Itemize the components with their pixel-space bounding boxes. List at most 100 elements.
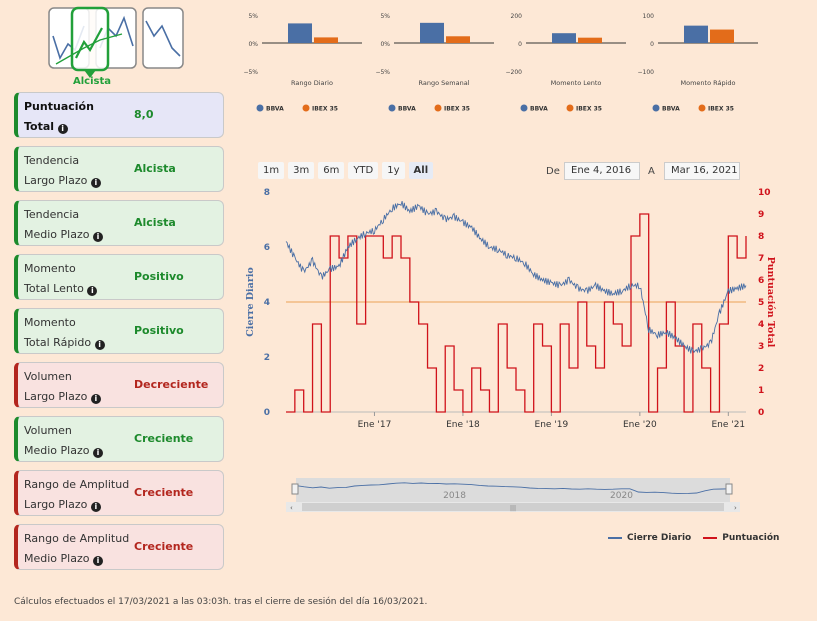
navigator[interactable] [296,478,730,502]
y-right-tick: 9 [758,210,764,220]
mini-y-tick: 0% [380,41,390,48]
mini-y-tick: 0 [650,41,654,48]
card-title: Tendencia Largo Plazo i [24,151,223,191]
y-left-label: Cierre Diario [245,267,256,337]
x-tick-label: Ene '17 [358,420,392,430]
scroll-right-arrow-icon[interactable]: › [734,504,737,512]
info-icon[interactable]: i [92,232,103,242]
info-icon[interactable]: i [92,448,103,458]
mini-legend-label[interactable]: IBEX 35 [708,106,734,113]
mini-bar-chart: 100 0 −100 Momento Rápido BBVA IBEX 35 [638,13,758,113]
card-value: Creciente [134,432,194,445]
card-title-line1: Volumen [24,424,72,437]
info-icon[interactable]: i [90,502,101,512]
card-title-line2: Medio Plazo [24,552,90,565]
info-icon[interactable]: i [87,286,98,296]
card-value: Positivo [134,270,184,283]
from-date-input[interactable]: Ene 4, 2016 [564,162,640,180]
legend-item-close[interactable]: Cierre Diario [608,533,691,543]
mini-title: Rango Semanal [419,79,470,87]
info-icon[interactable]: i [90,394,101,404]
legend-dot [434,104,442,112]
card-title: Rango de Amplitud Largo Plazo i [24,475,223,515]
legend-close-label: Cierre Diario [627,533,692,543]
range-button[interactable]: 3m [288,162,315,179]
legend-dot [520,104,528,112]
card-title-line1: Tendencia [24,208,80,221]
indicator-card: Volumen Largo Plazo i Decreciente [14,362,224,408]
mini-title: Momento Lento [551,79,602,87]
mini-legend-label[interactable]: BBVA [266,106,284,113]
trend-signal-logo [48,6,186,86]
y-right-tick: 1 [758,386,764,396]
indicator-card: Momento Total Rápido i Positivo [14,308,224,354]
to-date-input[interactable]: Mar 16, 2021 [664,162,740,180]
legend-dot [302,104,310,112]
mini-legend-label[interactable]: BBVA [530,106,548,113]
card-title-line1: Rango de Amplitud [24,478,130,491]
mini-legend-label[interactable]: IBEX 35 [444,106,470,113]
card-title-line1: Rango de Amplitud [24,532,130,545]
card-value: Alcista [134,216,176,229]
card-value: Creciente [134,486,194,499]
main-chart: 0 2 4 6 8 0 1 2 3 4 5 6 7 8 9 10 Ene '17 Ene '18 Ene '19 En… [245,188,776,512]
legend-item-score[interactable]: Puntuación [703,533,779,543]
card-title-line1: Momento [24,262,76,275]
range-selector: 1m 3m 6m YTD 1y All [258,162,434,179]
y-left-tick: 2 [264,353,270,363]
x-tick-label: Ene '18 [446,420,480,430]
card-title: Momento Total Lento i [24,259,223,299]
y-left-tick: 8 [264,188,270,198]
mini-y-tick: 100 [643,13,655,20]
info-icon[interactable]: i [90,178,101,188]
navigator-line [295,482,731,495]
indicator-card: Tendencia Largo Plazo i Alcista [14,146,224,192]
scrollbar-grip-icon: ||| [510,505,516,512]
range-button[interactable]: 6m [318,162,345,179]
mini-legend-label[interactable]: BBVA [662,106,680,113]
signal-label: Alcista [72,76,111,87]
mini-title: Rango Diario [291,79,333,87]
mini-bar-chart: 5% 0% −5% Rango Semanal BBVA IBEX 35 [375,13,494,113]
mini-bar [420,22,444,43]
range-button[interactable]: YTD [348,162,379,179]
mini-y-tick: −5% [375,69,390,76]
close-series-line [285,200,747,354]
info-icon[interactable]: i [57,124,68,134]
card-title-line1: Volumen [24,370,72,383]
info-icon[interactable]: i [92,556,103,566]
navigator-handle-right[interactable] [725,483,733,495]
navigator-handle-left[interactable] [291,483,299,495]
y-right-tick: 4 [758,320,764,330]
info-icon[interactable]: i [94,340,105,350]
score-series-line [286,213,747,413]
card-title-line2: Total [24,120,55,133]
scroll-left-arrow-icon[interactable]: ‹ [290,504,293,512]
card-title-line2: Total Rápido [24,336,92,349]
card-value: Positivo [134,324,184,337]
navigator-label: 2020 [610,491,633,501]
card-title: Volumen Medio Plazo i [24,421,223,461]
y-right-label: Puntuación Total [765,257,776,348]
mini-y-tick: −100 [638,69,655,76]
indicator-card: Tendencia Medio Plazo i Alcista [14,200,224,246]
mini-bar [288,23,312,43]
indicator-card: Rango de Amplitud Largo Plazo i Creciente [14,470,224,516]
y-right-tick: 10 [758,188,771,198]
y-right-tick: 5 [758,298,764,308]
range-button[interactable]: All [408,162,434,179]
legend-score-label: Puntuación [722,533,780,543]
mini-y-tick: 0% [248,41,258,48]
mini-y-tick: 5% [248,13,258,20]
legend-dot [566,104,574,112]
scrollbar-thumb[interactable] [302,503,724,511]
mini-legend-label[interactable]: BBVA [398,106,416,113]
card-value: Decreciente [134,378,209,391]
mini-legend-label[interactable]: IBEX 35 [576,106,602,113]
y-right-tick: 0 [758,408,764,418]
range-button[interactable]: 1m [258,162,285,179]
mini-y-tick: −5% [243,69,258,76]
mini-legend-label[interactable]: IBEX 35 [312,106,338,113]
range-button[interactable]: 1y [382,162,405,179]
card-title: Rango de Amplitud Medio Plazo i [24,529,223,569]
